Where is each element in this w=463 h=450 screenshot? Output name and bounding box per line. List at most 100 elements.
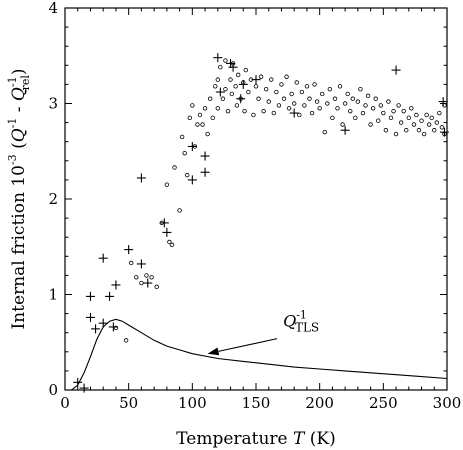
circle-point <box>304 84 310 89</box>
circle-point <box>429 115 434 121</box>
circle-point <box>179 134 185 140</box>
circle-point <box>434 120 440 125</box>
x-tick-labels: 0 50 100 150 200 250 300 <box>60 394 461 412</box>
circle-point <box>360 110 366 116</box>
tls-label-sup: -1 <box>296 309 307 322</box>
cross-point <box>391 65 401 75</box>
circle-point <box>190 103 195 108</box>
cross-point <box>228 62 238 72</box>
circle-point <box>197 112 203 118</box>
circle-point <box>383 128 389 133</box>
circle-point <box>299 89 305 95</box>
cross-point <box>98 318 108 328</box>
circle-point <box>246 89 251 95</box>
circle-point <box>307 96 312 101</box>
cross-point <box>439 127 449 137</box>
circle-point <box>365 93 371 99</box>
circle-point <box>286 106 292 111</box>
circle-point <box>182 150 187 156</box>
x-axis-label-var: T <box>293 429 306 449</box>
cross-point <box>187 141 197 151</box>
circle-point <box>337 84 343 89</box>
circle-point <box>322 129 327 135</box>
x-tick-label: 200 <box>305 394 334 412</box>
circle-point <box>358 86 363 92</box>
plot-frame <box>64 7 448 391</box>
circle-point <box>350 96 355 101</box>
cross-series <box>73 53 449 393</box>
x-tick-label: 250 <box>369 394 398 412</box>
cross-point <box>105 291 115 301</box>
circle-point <box>439 125 445 130</box>
y-tick-label: 3 <box>48 95 58 113</box>
y-axis-label-exp: -3 <box>6 154 19 165</box>
cross-point <box>85 291 95 301</box>
circle-point <box>253 84 259 89</box>
circle-point <box>294 80 299 85</box>
circle-point <box>353 115 358 121</box>
circle-point <box>370 106 376 111</box>
circle-point <box>289 91 294 97</box>
circle-point <box>386 99 391 104</box>
circle-point <box>409 106 414 111</box>
circle-point <box>345 91 350 97</box>
circle-point <box>218 65 223 70</box>
circle-point <box>234 103 240 108</box>
circle-point <box>424 112 429 118</box>
cross-point <box>124 245 134 255</box>
cross-point <box>111 280 121 290</box>
cross-point <box>200 167 210 177</box>
cross-point <box>438 97 448 107</box>
x-tick-label: 50 <box>119 394 138 412</box>
cross-point <box>136 259 146 269</box>
y-axis-label-q1: Q <box>9 128 29 142</box>
circle-point <box>332 96 338 101</box>
circle-point <box>281 96 287 101</box>
axis-ticks <box>64 7 448 391</box>
circle-point <box>177 208 182 213</box>
circle-point <box>185 172 190 178</box>
circle-point <box>144 273 149 278</box>
y-tick-label: 2 <box>48 190 58 208</box>
cross-point <box>236 94 246 104</box>
circle-point <box>164 182 170 187</box>
tls-curve <box>71 318 448 391</box>
circle-point <box>378 103 383 108</box>
tls-label-q: Q <box>283 312 296 331</box>
y-tick-label: 1 <box>48 286 58 304</box>
circle-point <box>411 122 417 127</box>
circle-point <box>426 122 432 127</box>
y-axis-label-q2exp: -1 <box>6 76 19 87</box>
circle-point <box>376 118 381 123</box>
circle-point <box>340 122 345 127</box>
circle-point <box>229 91 235 97</box>
circle-point <box>235 72 241 78</box>
x-tick-label: 150 <box>242 394 271 412</box>
circle-point <box>284 74 289 79</box>
circle-point <box>263 86 269 92</box>
circle-point <box>342 101 348 106</box>
circle-point <box>274 89 279 95</box>
circle-point <box>355 99 361 104</box>
circle-point <box>215 106 220 111</box>
tls-label: Q-1 TLS <box>283 309 319 335</box>
y-axis-label-open: ( <box>9 142 29 154</box>
circle-point <box>388 115 394 121</box>
tls-annotation: Q-1 TLS <box>207 309 319 356</box>
cross-point <box>289 108 299 118</box>
cross-point <box>162 227 172 237</box>
y-tick-label: 4 <box>48 0 58 17</box>
cross-point <box>85 312 95 322</box>
circle-point <box>279 82 284 87</box>
y-axis-label-q2: Q <box>9 87 29 101</box>
cross-point <box>200 151 210 161</box>
circle-point <box>223 58 228 63</box>
circle-point <box>220 96 226 101</box>
cross-point <box>143 278 153 288</box>
circle-point <box>261 108 266 114</box>
y-axis-label: Internal friction 10-3 (Q-1 - Q-1rel) <box>6 68 32 329</box>
circle-point <box>256 96 261 101</box>
circle-point <box>149 275 154 280</box>
circle-point <box>223 86 228 92</box>
